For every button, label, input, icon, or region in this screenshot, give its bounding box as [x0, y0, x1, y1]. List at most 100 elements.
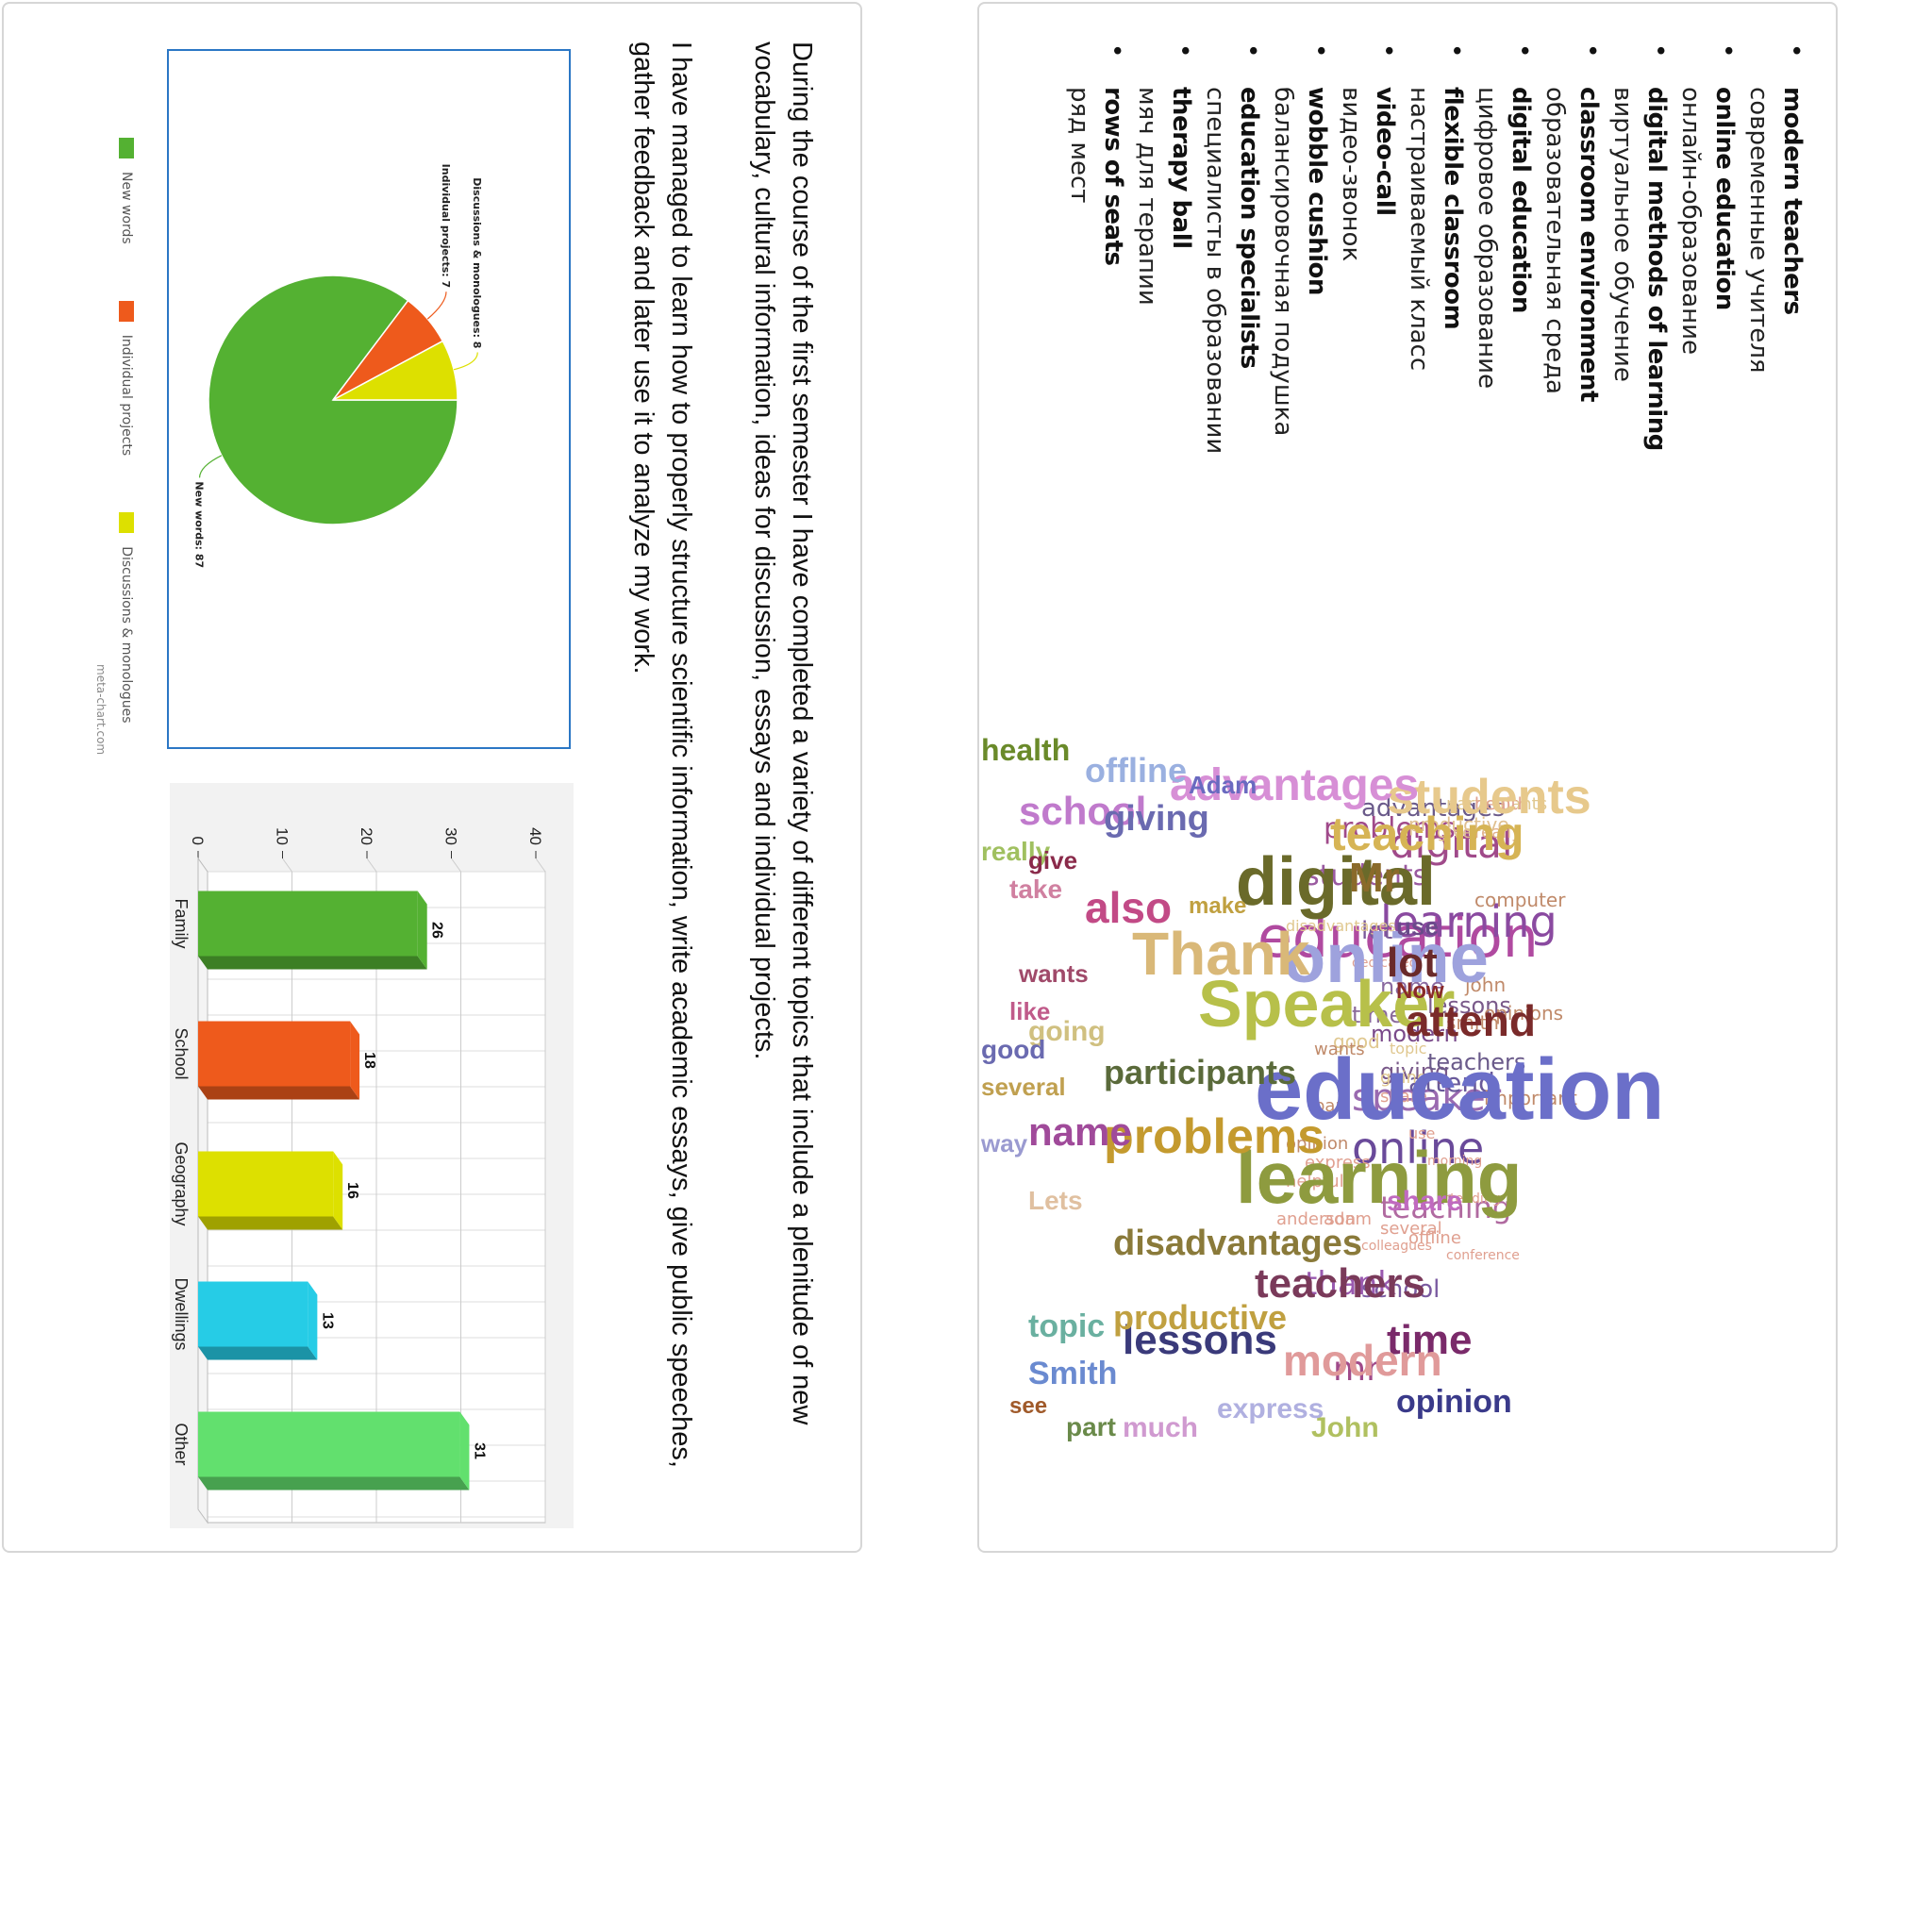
- bar-category-label-other: Other: [172, 1423, 191, 1465]
- bar-grid-depth: [451, 858, 461, 873]
- vocab-term: classroom environment: [1574, 87, 1603, 402]
- pie-label-discussions: Discussions & monologues: 8: [471, 177, 483, 348]
- summary-slide: During the course of the first semester …: [2, 2, 862, 1553]
- word-cloud-large-word: Lets: [1028, 1186, 1083, 1215]
- vocab-translation: образовательная среда: [1541, 87, 1569, 394]
- word-cloud-large-word: several: [981, 1073, 1066, 1101]
- bar-side-family: [198, 956, 427, 970]
- word-cloud-large-word: problems: [1104, 1109, 1325, 1164]
- legend-item-discussions: Discussions & monologues: [119, 512, 134, 724]
- vocab-translation: ряд мест: [1065, 87, 1093, 204]
- word-cloud-large-word: attend: [1406, 996, 1536, 1045]
- bar-category-label-geography: Geography: [172, 1141, 191, 1225]
- word-cloud-large-word: good: [981, 1035, 1046, 1064]
- bar-school: [198, 1021, 351, 1087]
- word-cloud-large-word: also: [1085, 883, 1173, 932]
- legend-label-individual-projects: Individual projects: [119, 334, 134, 457]
- bar-value-label-geography: 16: [344, 1182, 360, 1199]
- pie-leader-discussions: [453, 352, 478, 371]
- word-cloud-small-word: conference: [1446, 1248, 1520, 1263]
- word-cloud-large-word: opinion: [1396, 1384, 1512, 1420]
- word-cloud-large-word: take: [1009, 874, 1063, 904]
- legend-swatch-new-words: [119, 138, 134, 158]
- vocab-term: modern teachers: [1778, 87, 1807, 315]
- word-cloud-large-word: Now: [1396, 978, 1444, 1004]
- summary-frame: During the course of the first semester …: [4, 4, 862, 1555]
- vocab-term: education specialists: [1235, 87, 1263, 369]
- word-cloud-large-word: Smith: [1028, 1356, 1118, 1391]
- legend-item-individual-projects: Individual projects: [119, 300, 134, 457]
- vocab-translation: современные учителя: [1744, 87, 1773, 374]
- word-cloud-large-word: express: [1217, 1393, 1324, 1424]
- bar-y-tick-label: 20: [358, 827, 375, 845]
- vocab-translation: цифровое образование: [1473, 87, 1501, 389]
- word-cloud-large-word: see: [1009, 1393, 1048, 1419]
- bar-value-label-dwellings: 13: [319, 1312, 335, 1329]
- word-cloud-large-word: productive: [1113, 1298, 1288, 1337]
- word-cloud-large-word: wants: [1019, 959, 1089, 988]
- word-cloud-large-word: teaching: [1330, 808, 1524, 860]
- bar-value-label-other: 31: [471, 1442, 487, 1459]
- vocab-translation: онлайн-образование: [1676, 87, 1705, 355]
- legend-swatch-individual-projects: [119, 300, 134, 322]
- pie-label-new-words: New words: 87: [193, 481, 206, 568]
- word-cloud-large-word: Adam: [1189, 771, 1257, 799]
- legend-label-new-words: New words: [119, 172, 134, 244]
- word-cloud-large-word: use: [1396, 912, 1439, 941]
- summary-paragraph-2: I have managed to learn how to properly …: [628, 42, 696, 1468]
- bar-top-school: [350, 1021, 360, 1100]
- word-cloud-large-word: participants: [1104, 1053, 1297, 1091]
- word-cloud-large-word: disadvantages: [1113, 1224, 1362, 1263]
- bar-grid-depth: [282, 858, 292, 873]
- bar-y-tick-label: 10: [274, 827, 291, 845]
- bar-family: [198, 891, 418, 957]
- legend-item-new-words: New words: [119, 138, 134, 244]
- bar-side-other: [198, 1476, 470, 1491]
- bar-side-school: [198, 1086, 360, 1100]
- word-cloud-large-word: topic: [1028, 1308, 1106, 1344]
- bar-top-geography: [333, 1151, 343, 1230]
- bar-side-geography: [198, 1216, 343, 1230]
- vocab-term: video-call: [1371, 87, 1399, 216]
- bar-y-tick-label: 0: [189, 837, 207, 845]
- bar-chart-frame: 0 10 20 30 40 26 Family 18 School 16 Geography 13 Dw…: [170, 783, 574, 1528]
- vocab-term: therapy ball: [1167, 87, 1195, 249]
- word-cloud-large-word: modern: [1283, 1336, 1442, 1385]
- vocab-term: flexible classroom: [1439, 87, 1467, 330]
- bar-chart: 0 10 20 30 40 26 Family 18 School 16 Geography 13 Dw…: [172, 827, 546, 1524]
- legend-swatch-discussions: [119, 512, 134, 534]
- vocab-translation: виртуальное обучение: [1608, 87, 1637, 382]
- chart-credit: meta-chart.com: [94, 664, 108, 756]
- word-cloud-large-word: Thank: [1132, 920, 1310, 988]
- pie-slice-discussions: [332, 340, 458, 401]
- bar-y-tick-label: 40: [526, 827, 544, 845]
- pie-leader-new-words: [198, 455, 223, 478]
- word-cloud-large: education learning online digital Speaker Tha…: [972, 733, 1664, 1527]
- word-cloud-large-word: offline: [1085, 751, 1187, 790]
- word-cloud-large-word: Mr: [1349, 855, 1400, 901]
- bar-grid-depth: [366, 858, 377, 873]
- word-cloud-large-word: way: [981, 1129, 1028, 1158]
- bar-category-label-dwellings: Dwellings: [172, 1277, 191, 1350]
- pie-label-individual-projects: Individual projects: 7: [440, 164, 452, 289]
- vocab-term: digital education: [1507, 87, 1535, 313]
- word-cloud-large-word: part: [1066, 1412, 1116, 1441]
- vocab-term: digital methods of learning: [1642, 87, 1671, 451]
- word-cloud-large-word: giving: [1104, 799, 1209, 839]
- summary-paragraph-1: During the course of the first semester …: [749, 42, 817, 1425]
- bar-category-label-school: School: [172, 1027, 191, 1079]
- word-cloud-small-word: computer: [1474, 889, 1566, 911]
- legend-label-discussions: Discussions & monologues: [119, 546, 134, 724]
- pie-chart-frame: New words: 87 Individual projects: 7 Discu…: [167, 49, 571, 749]
